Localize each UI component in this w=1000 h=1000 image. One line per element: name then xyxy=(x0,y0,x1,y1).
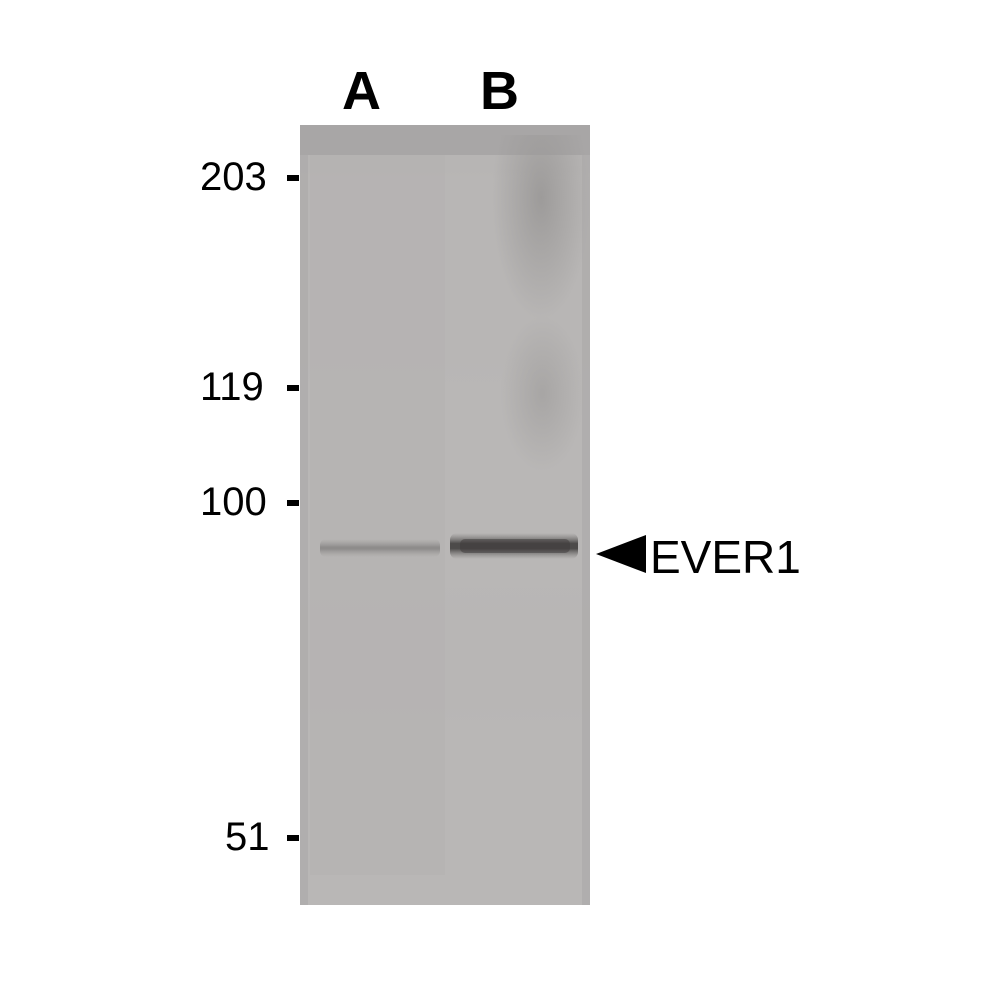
lane-label-a: A xyxy=(342,60,381,122)
mw-marker-51: 51 xyxy=(225,815,270,860)
mw-marker-119: 119 xyxy=(200,365,264,410)
mw-dash-203 xyxy=(287,175,299,181)
mw-marker-100: 100 xyxy=(200,480,267,525)
lane-label-b: B xyxy=(480,60,519,122)
mw-dash-119 xyxy=(287,385,299,391)
blot-image xyxy=(300,125,590,905)
mw-dash-51 xyxy=(287,835,299,841)
band-label-ever1: EVER1 xyxy=(650,530,801,584)
mw-marker-203: 203 xyxy=(200,155,267,200)
figure-canvas: A B 203 119 100 51 EVER1 xyxy=(0,0,1000,1000)
band-arrow-icon xyxy=(596,535,646,573)
mw-dash-100 xyxy=(287,500,299,506)
